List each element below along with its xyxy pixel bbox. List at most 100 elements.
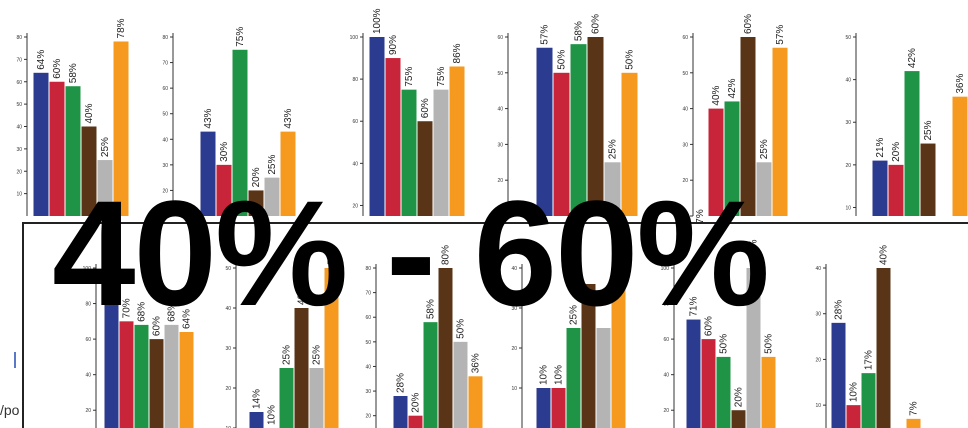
bar-value-label: 10% bbox=[849, 382, 860, 402]
bar-green bbox=[566, 328, 581, 428]
bar-gray bbox=[433, 89, 449, 216]
bar-gray bbox=[604, 162, 621, 216]
bar-brown bbox=[731, 410, 746, 428]
bar-green bbox=[904, 71, 920, 216]
bar-orange bbox=[468, 376, 483, 428]
bar-red bbox=[49, 81, 65, 216]
divider-top bbox=[22, 222, 968, 224]
bar-value-label: 20% bbox=[251, 167, 262, 187]
bar-gray bbox=[453, 341, 468, 428]
bar-orange bbox=[280, 131, 296, 216]
bar-value-label: 58% bbox=[574, 21, 585, 41]
bar-brown bbox=[581, 284, 596, 428]
bar-green bbox=[724, 101, 740, 216]
y-tick-label: 10 bbox=[511, 386, 517, 392]
bar-brown bbox=[81, 126, 97, 216]
y-tick-label: 20 bbox=[497, 178, 503, 184]
y-tick-label: 80 bbox=[352, 77, 358, 83]
bar-red bbox=[408, 415, 423, 428]
y-tick-label: 40 bbox=[162, 137, 168, 143]
y-tick-label: 30 bbox=[815, 312, 821, 318]
bar-value-label: 58% bbox=[68, 63, 79, 83]
y-tick-label: 20 bbox=[682, 178, 688, 184]
y-tick-label: 10 bbox=[16, 192, 22, 198]
y-tick-label: 40 bbox=[845, 78, 851, 84]
bar-value-label: 75% bbox=[235, 27, 246, 47]
bar-value-label: 50% bbox=[764, 334, 775, 354]
bar-value-label: 25% bbox=[569, 305, 580, 325]
bar-value-label: 42% bbox=[907, 48, 918, 68]
bar-brown bbox=[740, 37, 756, 216]
bar-value-label: 10% bbox=[554, 365, 565, 385]
bar-value-label: 50% bbox=[557, 50, 568, 70]
bar-value-label: 60% bbox=[420, 98, 431, 118]
bar-value-label: 75% bbox=[436, 67, 447, 87]
y-tick-label: 20 bbox=[511, 346, 517, 352]
bar-value-label: 70% bbox=[122, 298, 133, 318]
bar-blue bbox=[33, 72, 49, 216]
bar-value-label: 36% bbox=[955, 74, 966, 94]
bar-value-label: 7% bbox=[695, 209, 706, 224]
y-tick-label: 50 bbox=[365, 340, 371, 346]
bar-green bbox=[134, 324, 149, 428]
y-tick-label: 40 bbox=[511, 266, 517, 272]
bar-green bbox=[716, 356, 731, 428]
y-tick-label: 40 bbox=[85, 373, 91, 379]
y-tick-label: 60 bbox=[352, 119, 358, 125]
bar-value-label: 40% bbox=[711, 85, 722, 105]
y-tick-label: 20 bbox=[162, 188, 168, 194]
bar-value-label: 68% bbox=[137, 302, 148, 322]
bar-orange bbox=[113, 41, 129, 216]
bar-red bbox=[701, 339, 716, 428]
bar-value-label: 20% bbox=[891, 142, 902, 162]
bar-value-label: 10% bbox=[267, 405, 278, 425]
bar-value-label: 60% bbox=[52, 59, 63, 79]
bar-value-label: 25% bbox=[282, 345, 293, 365]
bar-blue bbox=[393, 396, 408, 428]
chart-panel: 10 20 30 40 10% 10% 25% 36% bbox=[511, 261, 626, 428]
bar-green bbox=[861, 373, 876, 428]
bar-red bbox=[385, 58, 401, 216]
bar-value-label: 60% bbox=[743, 14, 754, 34]
bar-gray bbox=[746, 268, 761, 428]
bar-green bbox=[401, 89, 417, 216]
bar-value-label: 20% bbox=[734, 387, 745, 407]
chart-panel: 20 40 60 80 100 71% 60% 50% 20% 100% 50% bbox=[661, 239, 776, 428]
bar-value-label: 60% bbox=[591, 14, 602, 34]
bar-orange bbox=[761, 356, 776, 428]
bar-gray bbox=[264, 177, 280, 216]
bar-value-label: 57% bbox=[540, 25, 551, 45]
bar-orange bbox=[449, 66, 465, 216]
bar-green bbox=[423, 322, 438, 428]
y-tick-label: 100 bbox=[350, 35, 359, 41]
y-tick-label: 10 bbox=[845, 205, 851, 211]
y-tick-label: 10 bbox=[225, 426, 231, 428]
bar-green bbox=[65, 86, 81, 216]
y-tick-label: 60 bbox=[16, 80, 22, 86]
bar-value-label: 36% bbox=[471, 353, 482, 373]
side-marker bbox=[14, 352, 16, 368]
y-tick-label: 50 bbox=[682, 71, 688, 77]
y-tick-label: 40 bbox=[16, 125, 22, 131]
y-tick-label: 80 bbox=[365, 266, 371, 272]
bar-orange bbox=[324, 268, 339, 428]
y-tick-label: 80 bbox=[663, 302, 669, 308]
y-tick-label: 100 bbox=[83, 266, 92, 272]
bar-blue bbox=[104, 275, 119, 428]
bar-value-label: 50% bbox=[625, 50, 636, 70]
side-text: /po bbox=[0, 402, 20, 418]
bar-value-label: 14% bbox=[252, 389, 263, 409]
bar-value-label: 40% bbox=[297, 285, 308, 305]
y-tick-label: 20 bbox=[16, 169, 22, 175]
chart-panel: 10 20 30 40 50 21% 20% 42% 25% 36% bbox=[845, 33, 968, 216]
bar-red bbox=[216, 164, 232, 216]
y-tick-label: 20 bbox=[85, 408, 91, 414]
bar-orange bbox=[611, 284, 626, 428]
bar-value-label: 30% bbox=[219, 142, 230, 162]
bar-orange bbox=[179, 332, 194, 428]
y-tick-label: 40 bbox=[663, 373, 669, 379]
y-tick-label: 30 bbox=[16, 147, 22, 153]
bar-value-label: 71% bbox=[689, 296, 700, 316]
bar-value-label: 25% bbox=[267, 155, 278, 175]
bar-value-label: 28% bbox=[834, 300, 845, 320]
